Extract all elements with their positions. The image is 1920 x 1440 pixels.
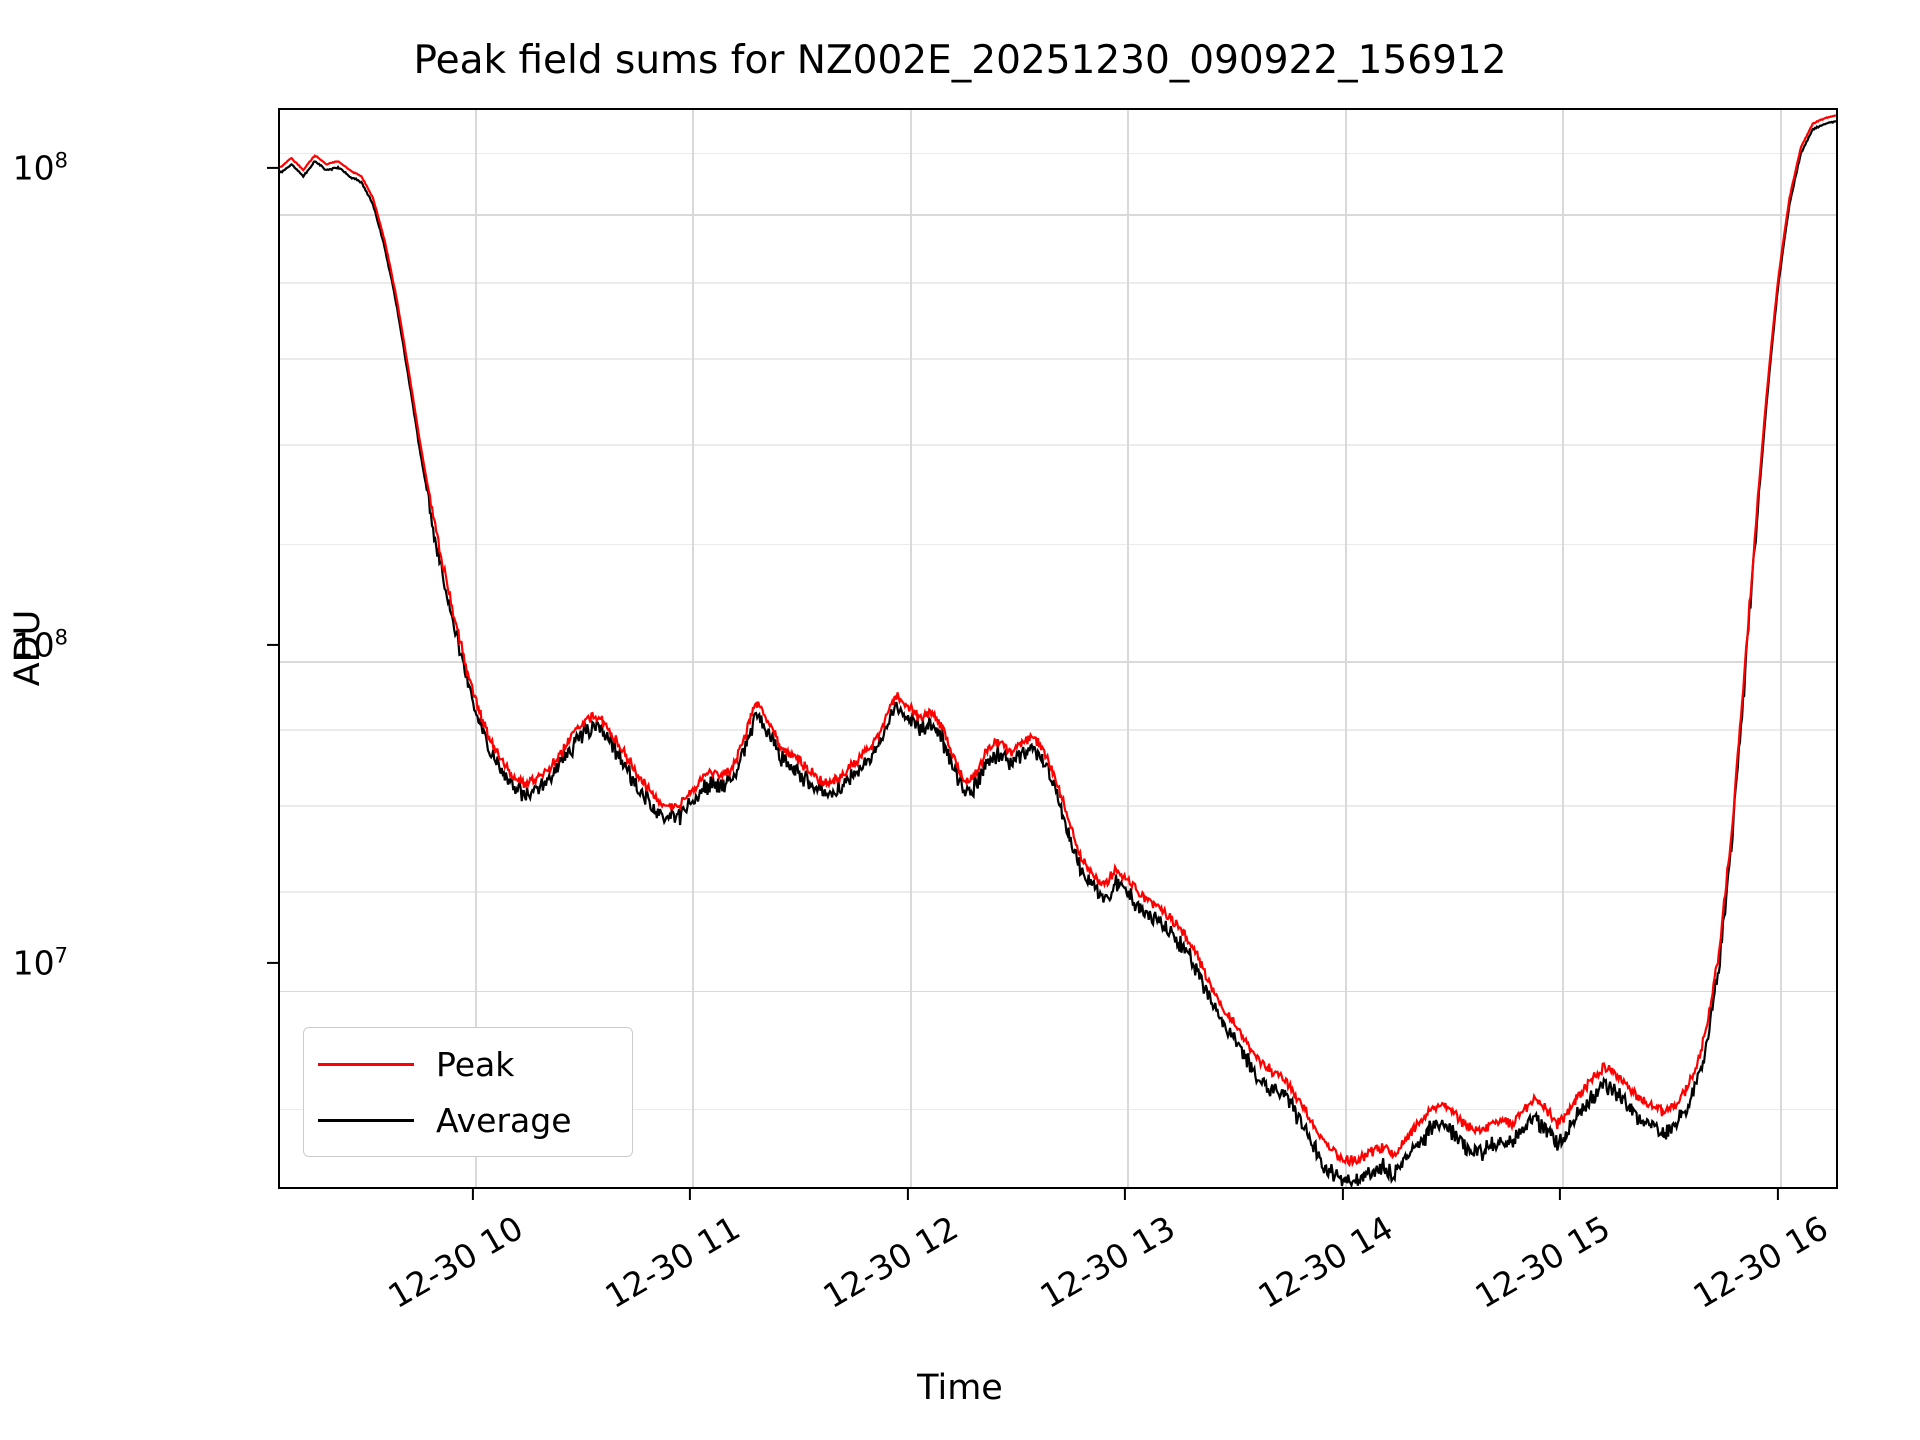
- y-gridline-minor-7: [280, 282, 1836, 284]
- x-gridline-1: [692, 110, 694, 1187]
- x-tick-label-2: 12-30 12: [816, 1208, 965, 1316]
- legend-item-peak: Peak: [318, 1036, 618, 1092]
- x-gridline-6: [1780, 110, 1782, 1187]
- y-gridline-minor-3: [280, 729, 1836, 731]
- x-tick-label-3: 12-30 13: [1033, 1208, 1182, 1316]
- x-tick-mark-5: [1558, 1189, 1562, 1200]
- y-tick-mark-0: [267, 166, 278, 170]
- y-tick-label-0: 2 × 108: [0, 148, 68, 188]
- x-tick-mark-4: [1341, 1189, 1345, 1200]
- x-gridline-0: [475, 110, 477, 1187]
- y-tick-label-2: 6 × 107: [0, 943, 68, 983]
- x-tick-label-6: 12-30 16: [1686, 1208, 1835, 1316]
- y-gridline-0: [280, 214, 1836, 216]
- x-gridline-3: [1127, 110, 1129, 1187]
- series-line-average: [280, 120, 1836, 1187]
- x-gridline-5: [1562, 110, 1564, 1187]
- x-tick-mark-3: [1123, 1189, 1127, 1200]
- y-gridline-minor-0: [280, 1108, 1836, 1111]
- series-line-peak: [280, 114, 1836, 1168]
- plot-area: [278, 108, 1838, 1189]
- x-gridline-2: [910, 110, 912, 1187]
- legend-item-average: Average: [318, 1092, 618, 1148]
- series-layer: [280, 114, 1836, 1187]
- y-tick-label-1: 108: [12, 625, 68, 665]
- y-gridline-minor-6: [280, 358, 1836, 360]
- legend-swatch-average: [318, 1118, 414, 1122]
- chart-title: Peak field sums for NZ002E_20251230_0909…: [413, 38, 1507, 83]
- x-tick-label-1: 12-30 11: [598, 1208, 747, 1316]
- legend-swatch-peak: [318, 1062, 414, 1066]
- x-tick-label-4: 12-30 14: [1251, 1208, 1400, 1316]
- y-tick-mark-1: [267, 643, 278, 647]
- y-gridline-minor-2: [280, 805, 1836, 807]
- y-gridline-minor-5: [280, 444, 1836, 446]
- x-tick-label-5: 12-30 15: [1468, 1208, 1617, 1316]
- y-gridline-minor-4: [280, 543, 1836, 546]
- legend-label-average: Average: [436, 1100, 572, 1140]
- x-tick-label-0: 12-30 10: [381, 1208, 530, 1316]
- x-gridline-4: [1345, 110, 1347, 1187]
- y-gridline-2: [280, 990, 1836, 993]
- x-axis-label: Time: [917, 1368, 1003, 1408]
- y-gridline-1: [280, 661, 1836, 663]
- x-tick-mark-6: [1776, 1189, 1780, 1200]
- x-tick-mark-0: [471, 1189, 475, 1200]
- x-tick-mark-1: [688, 1189, 692, 1200]
- chart-legend: Peak Average: [303, 1027, 633, 1157]
- x-tick-mark-2: [906, 1189, 910, 1200]
- y-gridline-minor-1: [280, 891, 1836, 893]
- y-gridline-minor-8: [280, 152, 1836, 155]
- legend-label-peak: Peak: [436, 1044, 515, 1084]
- y-tick-mark-2: [267, 961, 278, 965]
